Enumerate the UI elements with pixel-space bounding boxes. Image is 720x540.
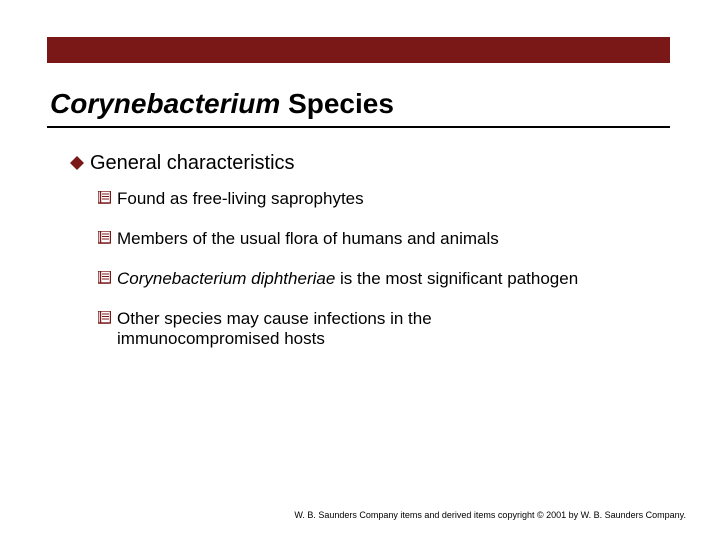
diamond-bullet-icon: [70, 156, 84, 175]
level2-item: Other species may cause infections in th…: [98, 309, 660, 349]
title-regular: Species: [280, 88, 394, 119]
slide-title: Corynebacterium Species: [50, 88, 394, 120]
level2-text: Corynebacterium diphtheriae is the most …: [117, 269, 578, 289]
accent-top-bar: [47, 37, 670, 63]
level2-rest: is the most significant pathogen: [335, 269, 578, 288]
level2-text: Found as free-living saprophytes: [117, 189, 364, 209]
level1-item: General characteristics: [70, 152, 660, 175]
page-bullet-icon: [98, 191, 111, 210]
level2-italic: Corynebacterium diphtheriae: [117, 269, 335, 288]
page-bullet-icon: [98, 231, 111, 250]
body-content: General characteristics Found as free-li…: [70, 152, 660, 369]
level2-text: Other species may cause infections in th…: [117, 309, 587, 349]
copyright-footer: W. B. Saunders Company items and derived…: [294, 510, 686, 520]
level2-item: Members of the usual flora of humans and…: [98, 229, 660, 249]
title-underline: [47, 126, 670, 128]
title-block: Corynebacterium Species: [50, 88, 394, 120]
title-italic: Corynebacterium: [50, 88, 280, 119]
page-bullet-icon: [98, 311, 111, 330]
level2-text: Members of the usual flora of humans and…: [117, 229, 499, 249]
level2-item: Found as free-living saprophytes: [98, 189, 660, 209]
level1-text: General characteristics: [90, 152, 295, 175]
level2-item: Corynebacterium diphtheriae is the most …: [98, 269, 660, 289]
page-bullet-icon: [98, 271, 111, 290]
